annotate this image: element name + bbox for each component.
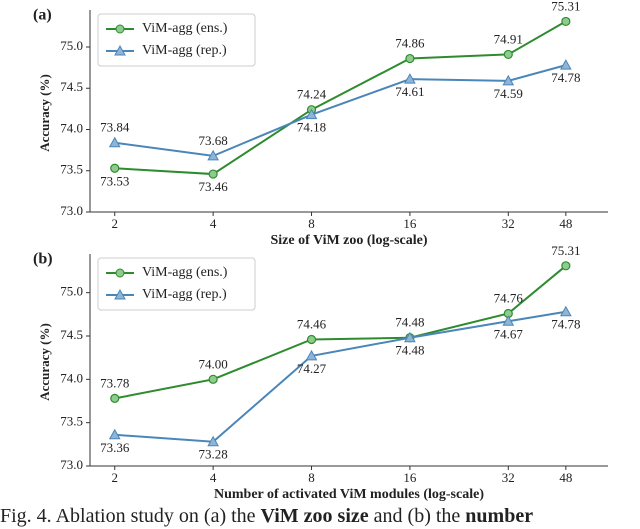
series-line: [114, 310, 567, 443]
y-tick-label: 73.5: [60, 414, 83, 429]
caption-part: number: [465, 505, 533, 527]
data-label: 73.68: [199, 133, 228, 148]
data-point: [502, 74, 515, 86]
data-point: [404, 331, 416, 343]
data-label: 74.48: [395, 315, 424, 330]
data-point: [405, 53, 415, 64]
data-point: [305, 349, 318, 361]
legend-box: [97, 257, 256, 311]
data-point: [305, 108, 318, 120]
x-tick-label: 4: [210, 470, 217, 485]
data-point: [108, 136, 121, 148]
x-axis-label: Number of activated ViM modules (log-sca…: [214, 487, 484, 502]
data-point: [561, 261, 571, 271]
y-axis-label: Accuracy (%): [37, 323, 52, 401]
data-point: [110, 393, 120, 403]
x-tick-label: 32: [502, 470, 515, 485]
data-label: 74.27: [297, 361, 327, 376]
data-label: 75.31: [551, 243, 580, 258]
data-label: 74.59: [494, 86, 523, 101]
data-point: [561, 16, 571, 27]
data-label: 74.86: [395, 36, 425, 51]
x-tick-label: 2: [111, 216, 118, 231]
caption-part: ViM zoo size: [261, 505, 369, 527]
data-label: 74.61: [395, 84, 424, 99]
data-label: 73.84: [100, 120, 130, 135]
y-tick-label: 73.0: [60, 203, 83, 218]
data-label: 74.91: [494, 31, 523, 46]
legend-label: ViM-agg (ens.): [142, 21, 228, 36]
y-tick-label: 74.5: [60, 79, 83, 94]
data-label: 73.53: [100, 173, 129, 188]
x-tick-label: 8: [308, 470, 315, 485]
legend-marker: [115, 24, 125, 34]
x-tick-label: 32: [502, 216, 515, 231]
y-tick-label: 73.5: [60, 162, 83, 177]
legend-label: ViM-agg (rep.): [142, 43, 227, 58]
y-tick-label: 73.0: [60, 457, 83, 472]
legend-box: [97, 13, 256, 67]
caption-part: and (b) the: [369, 505, 466, 527]
data-label: 73.46: [199, 179, 229, 194]
data-point: [503, 49, 513, 60]
x-tick-label: 16: [403, 470, 417, 485]
series-line: [114, 20, 567, 176]
y-tick-label: 74.0: [60, 120, 83, 135]
y-axis-label: Accuracy (%): [37, 74, 52, 152]
y-tick-label: 74.0: [60, 370, 83, 385]
caption: Fig. 4. Ablation study on (a) the ViM zo…: [0, 505, 533, 527]
y-tick-label: 75.0: [60, 38, 83, 53]
data-point: [108, 428, 121, 440]
data-point: [502, 315, 515, 326]
data-label: 73.78: [100, 375, 129, 390]
x-tick-label: 2: [111, 470, 118, 485]
panel-label: (a): [33, 7, 52, 24]
data-point: [208, 374, 218, 384]
legend-label: ViM-agg (rep.): [142, 287, 227, 302]
data-label: 74.46: [297, 316, 327, 331]
data-label: 73.28: [199, 447, 228, 462]
data-point: [207, 435, 219, 447]
data-label: 74.00: [199, 356, 228, 371]
legend-marker: [115, 268, 125, 278]
legend-marker: [114, 44, 126, 56]
series-line: [114, 64, 567, 157]
x-tick-label: 4: [210, 216, 217, 231]
data-point: [208, 169, 218, 179]
x-tick-label: 16: [403, 216, 417, 231]
data-label: 74.78: [551, 317, 580, 332]
data-label: 73.36: [100, 440, 130, 455]
data-label: 74.48: [395, 343, 424, 358]
legend-label: ViM-agg (ens.): [142, 265, 228, 280]
data-point: [559, 305, 572, 317]
data-point: [110, 163, 120, 173]
data-label: 74.78: [551, 70, 580, 85]
caption-part: Fig. 4. Ablation study on (a) the: [0, 505, 261, 527]
data-point: [559, 59, 572, 70]
x-axis-label: Size of ViM zoo (log-scale): [270, 233, 427, 248]
panel-label: (b): [33, 251, 53, 268]
data-point: [207, 149, 219, 161]
y-tick-label: 74.5: [60, 327, 83, 342]
data-point: [404, 73, 416, 84]
x-tick-label: 8: [308, 216, 315, 231]
x-tick-label: 48: [559, 216, 572, 231]
data-label: 74.18: [297, 120, 326, 135]
data-label: 75.31: [551, 0, 580, 13]
series-line: [114, 265, 567, 400]
data-label: 74.76: [494, 290, 524, 305]
data-label: 74.24: [297, 87, 327, 102]
y-tick-label: 75.0: [60, 284, 83, 299]
data-point: [306, 334, 317, 345]
legend-marker: [114, 288, 126, 300]
data-label: 74.67: [494, 326, 524, 341]
x-tick-label: 48: [559, 470, 572, 485]
